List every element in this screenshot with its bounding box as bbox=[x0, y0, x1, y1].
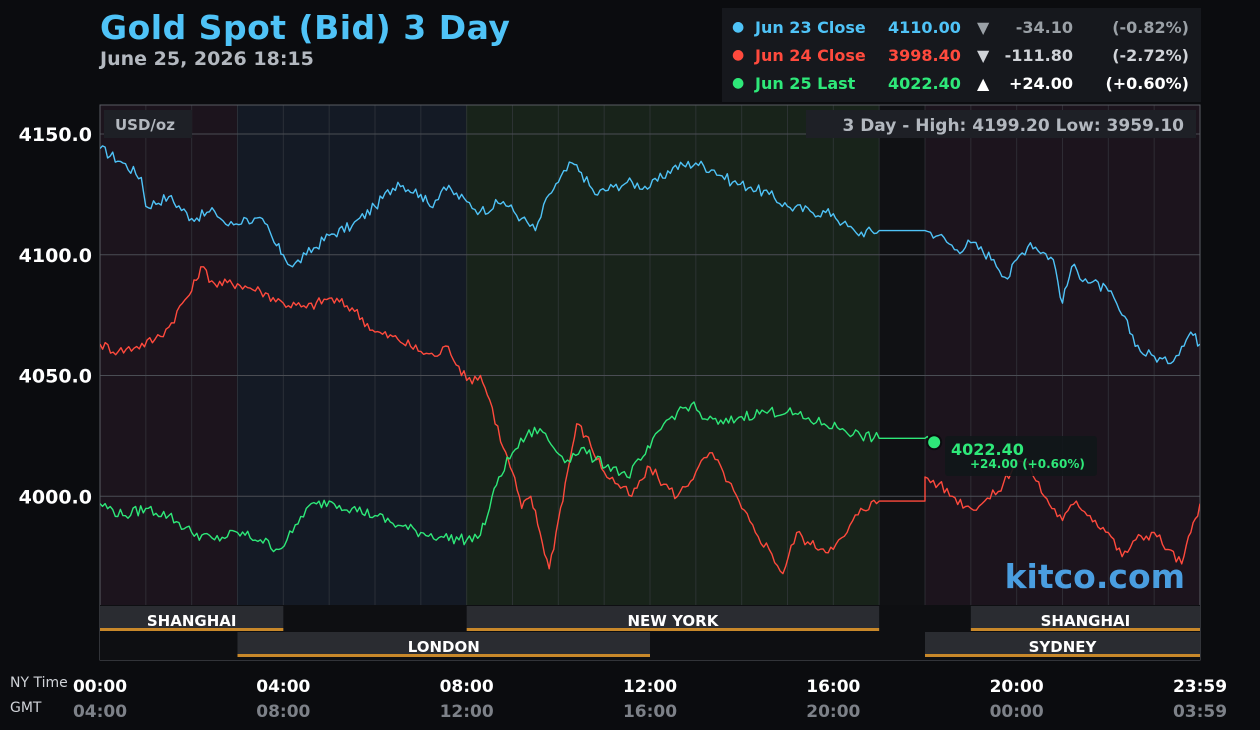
session-label: SHANGHAI bbox=[1041, 612, 1131, 630]
last-value-dot bbox=[926, 434, 943, 451]
legend-label: Jun 24 Close bbox=[755, 46, 866, 65]
ny-time-label: NY Time bbox=[10, 675, 68, 691]
legend-label: Jun 25 Last bbox=[755, 74, 856, 93]
range-label: 3 Day - High: 4199.20 Low: 3959.10 bbox=[842, 116, 1184, 136]
watermark: kitco.com bbox=[1005, 557, 1185, 596]
x-tick-label-gmt: 20:00 bbox=[806, 702, 860, 722]
last-value-label: 4022.40 bbox=[951, 440, 1024, 459]
legend-dot-icon: ● bbox=[732, 19, 745, 35]
x-axis: 00:00 04:00 04:00 08:00 08:00 12:00 12:00 16:00… bbox=[73, 677, 1227, 722]
series-line-3 bbox=[100, 401, 935, 553]
legend-dot-icon: ● bbox=[732, 47, 745, 63]
chart-subtitle: June 25, 2026 18:15 bbox=[100, 48, 314, 70]
legend-pct: (+0.60%) bbox=[1105, 74, 1189, 93]
session-band-asia bbox=[100, 105, 237, 605]
up-arrow-icon: ▲ bbox=[977, 74, 990, 93]
legend-change: -34.10 bbox=[1015, 18, 1073, 37]
legend-value: 4110.00 bbox=[888, 18, 961, 37]
x-tick-label-gmt: 12:00 bbox=[440, 702, 494, 722]
session-bars: SHANGHAI NEW YORK SHANGHAI LONDON SYDNEY bbox=[100, 606, 1200, 657]
legend-dot-icon: ● bbox=[732, 75, 745, 91]
last-value-marker: 4022.40 +24.00 (+0.60%) bbox=[926, 434, 1097, 476]
legend: ● Jun 23 Close 4110.00 ▼ -34.10 (-0.82%)… bbox=[722, 8, 1201, 102]
unit-box bbox=[104, 110, 192, 138]
legend-pct: (-0.82%) bbox=[1112, 18, 1189, 37]
legend-value: 3998.40 bbox=[888, 46, 961, 65]
y-tick-label: 4150.0 bbox=[19, 124, 92, 146]
session-bar bbox=[970, 606, 1200, 628]
session-band-closed bbox=[879, 105, 925, 605]
x-tick-label: 00:00 bbox=[73, 677, 127, 697]
x-tick-label-gmt: 08:00 bbox=[256, 702, 310, 722]
x-tick-label-gmt: 16:00 bbox=[623, 702, 677, 722]
chart-title: Gold Spot (Bid) 3 Day bbox=[100, 8, 511, 47]
last-value-box bbox=[945, 436, 1097, 476]
session-underline bbox=[925, 654, 1200, 657]
x-tick-label: 16:00 bbox=[806, 677, 860, 697]
session-bar bbox=[925, 632, 1200, 654]
legend-row-jun25: ● Jun 25 Last 4022.40 ▲ +24.00 (+0.60%) bbox=[722, 70, 1201, 96]
down-arrow-icon: ▼ bbox=[977, 46, 990, 65]
legend-value: 4022.40 bbox=[888, 74, 961, 93]
y-tick-label: 4000.0 bbox=[19, 486, 92, 508]
down-arrow-icon: ▼ bbox=[977, 18, 990, 37]
session-underline bbox=[237, 654, 650, 657]
session-band-newyork bbox=[466, 105, 879, 605]
legend-change: +24.00 bbox=[1008, 74, 1073, 93]
session-band-london bbox=[237, 105, 466, 605]
session-bar bbox=[466, 606, 880, 628]
session-underline bbox=[466, 628, 880, 631]
gmt-label: GMT bbox=[10, 700, 42, 716]
legend-row-jun24: ● Jun 24 Close 3998.40 ▼ -111.80 (-2.72%… bbox=[722, 42, 1201, 68]
session-label: SYDNEY bbox=[1029, 638, 1098, 656]
y-tick-label: 4050.0 bbox=[19, 366, 92, 388]
x-tick-label-gmt: 00:00 bbox=[990, 702, 1044, 722]
x-tick-label-gmt: 04:00 bbox=[73, 702, 127, 722]
x-tick-label: 08:00 bbox=[440, 677, 494, 697]
series-line-1 bbox=[100, 145, 1200, 365]
legend-change: -111.80 bbox=[1004, 46, 1073, 65]
session-label: LONDON bbox=[408, 638, 480, 656]
session-bar bbox=[237, 632, 650, 654]
session-underline bbox=[970, 628, 1200, 631]
unit-label: USD/oz bbox=[115, 116, 175, 134]
session-bar bbox=[100, 606, 284, 628]
last-change-label: +24.00 (+0.60%) bbox=[970, 457, 1085, 471]
x-tick-label: 23:59 bbox=[1173, 677, 1227, 697]
y-axis: 4000.0 4050.0 4100.0 4150.0 bbox=[19, 124, 92, 508]
legend-pct: (-2.72%) bbox=[1112, 46, 1189, 65]
session-label: NEW YORK bbox=[628, 612, 720, 630]
session-underline bbox=[100, 628, 284, 631]
x-tick-label: 12:00 bbox=[623, 677, 677, 697]
horizontal-gridlines bbox=[100, 133, 1200, 497]
range-box bbox=[806, 110, 1196, 138]
x-tick-label: 20:00 bbox=[990, 677, 1044, 697]
legend-row-jun23: ● Jun 23 Close 4110.00 ▼ -34.10 (-0.82%) bbox=[722, 14, 1201, 40]
legend-label: Jun 23 Close bbox=[755, 18, 866, 37]
session-label: SHANGHAI bbox=[147, 612, 237, 630]
x-tick-label-gmt: 03:59 bbox=[1173, 702, 1227, 722]
x-tick-label: 04:00 bbox=[256, 677, 310, 697]
y-tick-label: 4100.0 bbox=[19, 245, 92, 267]
